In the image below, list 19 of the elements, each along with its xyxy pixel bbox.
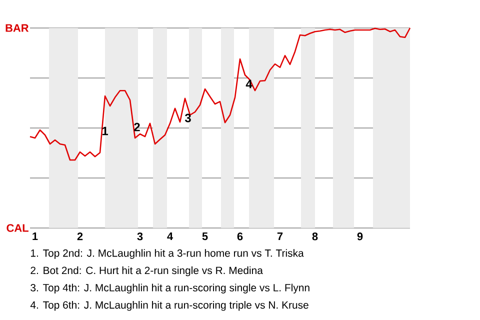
x-tick-label: 2 bbox=[77, 232, 83, 240]
x-tick-label: 6 bbox=[237, 232, 243, 240]
text: CAL bbox=[6, 224, 28, 232]
annotation: 4 bbox=[246, 80, 252, 88]
x-tick-label: 9 bbox=[357, 232, 363, 240]
x-tick-label: 3 bbox=[137, 232, 143, 240]
x-tick-label: 8 bbox=[312, 232, 318, 240]
text: 2. Bot 2nd: C. Hurt hit a 2-run single vs R. Medina bbox=[30, 266, 263, 276]
text: 4. Top 6th: J. McLaughlin hit a run-scoring triple vs N. Kruse bbox=[30, 301, 308, 311]
x-tick-label: 5 bbox=[202, 232, 208, 240]
annotation: 3 bbox=[184, 114, 191, 122]
text: 1. Top 2nd: J. McLaughlin hit a 3-run home run vs T. Triska bbox=[31, 249, 304, 259]
text: BAR bbox=[6, 24, 29, 32]
annotation: 1 bbox=[102, 126, 108, 136]
x-tick-label: 1 bbox=[32, 232, 38, 240]
x-tick-label: 7 bbox=[277, 232, 283, 240]
annotation: 2 bbox=[134, 122, 140, 132]
x-tick-label: 4 bbox=[167, 232, 173, 240]
text: 3. Top 4th: J. McLaughlin hit a run-scoring single vs L. Flynn bbox=[30, 284, 310, 294]
